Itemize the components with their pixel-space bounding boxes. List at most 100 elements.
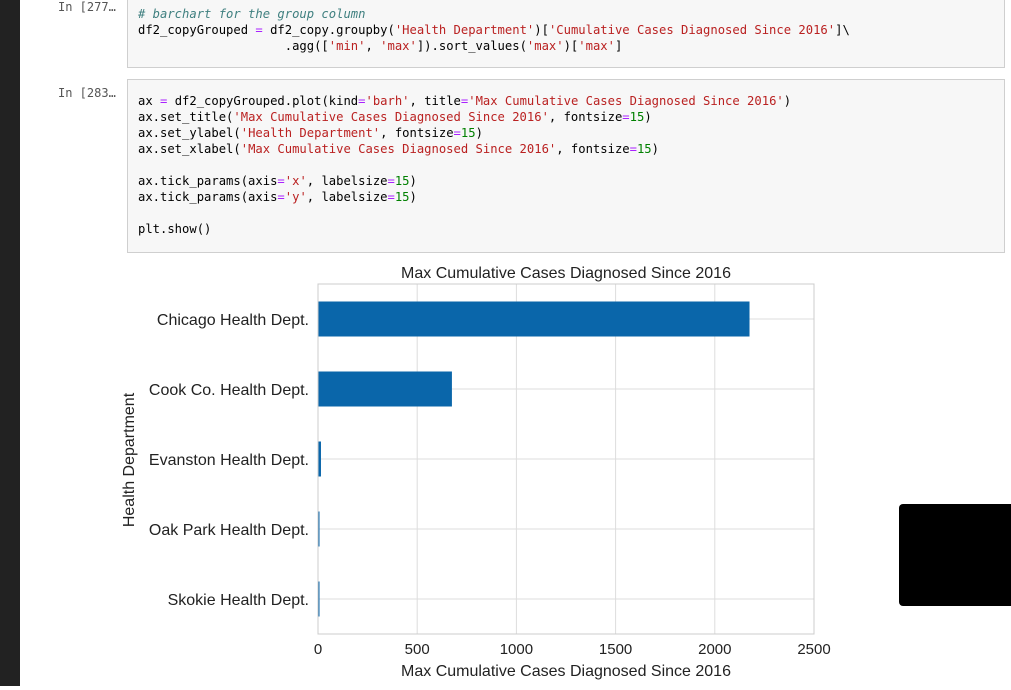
code-cell-1-source[interactable]: # barchart for the group column df2_copyG… [138, 6, 850, 54]
code-token: , [365, 39, 381, 53]
cell-1-prompt: In [277… [58, 0, 116, 14]
code-token: ) [651, 142, 659, 156]
code-token: = [387, 190, 395, 204]
y-tick-label: Cook Co. Health Dept. [149, 382, 309, 399]
code-token: ]).sort_values( [416, 39, 527, 53]
code-token: 'Max Cumulative Cases Diagnosed Since 20… [468, 94, 784, 108]
code-token: )[ [534, 23, 549, 37]
bar [318, 511, 320, 547]
code-token: df2_copy.groupby( [262, 23, 395, 37]
code-token: 'Max Cumulative Cases Diagnosed Since 20… [233, 110, 549, 124]
code-token: , title [409, 94, 461, 108]
code-line: ax.set_title('Max Cumulative Cases Diagn… [138, 109, 791, 125]
code-token: = [277, 174, 285, 188]
x-axis-label: Max Cumulative Cases Diagnosed Since 201… [401, 663, 731, 680]
code-token: # barchart for the group column [138, 7, 366, 21]
chart-title: Max Cumulative Cases Diagnosed Since 201… [401, 265, 731, 282]
y-tick-label: Skokie Health Dept. [168, 592, 309, 609]
bar-chart: Chicago Health Dept. Cook Co. Health Dept… [121, 265, 831, 680]
code-token: = [629, 142, 637, 156]
code-token: = [277, 190, 285, 204]
code-line: ax.set_xlabel('Max Cumulative Cases Diag… [138, 141, 791, 157]
code-token: 15 [460, 126, 476, 140]
code-token: df2_copyGrouped [138, 23, 256, 37]
code-token: = [358, 94, 366, 108]
code-token: 'barh' [365, 94, 410, 108]
code-token: 'max' [578, 39, 615, 53]
chart-bars [318, 301, 750, 617]
code-token: 'min' [328, 39, 366, 53]
code-line: df2_copyGrouped = df2_copy.groupby('Heal… [138, 22, 850, 38]
y-axis-label: Health Department [121, 392, 138, 527]
code-token: = [453, 126, 461, 140]
code-token: 15 [636, 142, 652, 156]
code-token: ax.tick_params(axis [138, 190, 278, 204]
code-token: 'y' [284, 190, 307, 204]
code-token: , labelsize [306, 174, 388, 188]
y-tick-labels: Chicago Health Dept. Cook Co. Health Dept… [149, 312, 309, 609]
code-line: # barchart for the group column [138, 6, 850, 22]
code-token: , fontsize [548, 110, 623, 124]
code-token: .agg([ [138, 39, 329, 53]
bar [318, 371, 452, 407]
y-tick-label: Chicago Health Dept. [157, 312, 309, 329]
code-token: = [622, 110, 630, 124]
x-tick-labels: 0 500 1000 1500 2000 2500 [314, 641, 831, 658]
code-token: 15 [394, 174, 410, 188]
y-tick-label: Evanston Health Dept. [149, 452, 309, 469]
code-cell-2[interactable] [127, 79, 1005, 253]
code-line: ax.tick_params(axis='x', labelsize=15) [138, 173, 791, 189]
code-token: , fontsize [380, 126, 454, 140]
bar [318, 581, 320, 617]
code-token: ax.set_ylabel( [138, 126, 241, 140]
x-tick-label: 1500 [599, 641, 632, 658]
code-token: 'max' [380, 39, 417, 53]
code-token: 'max' [526, 39, 564, 53]
code-line: ax.tick_params(axis='y', labelsize=15) [138, 189, 791, 205]
code-token: df2_copyGrouped.plot(kind [167, 94, 359, 108]
cell-2-output: Chicago Health Dept. Cook Co. Health Dept… [110, 258, 850, 690]
cell-2-prompt: In [283… [58, 86, 116, 100]
code-line: ax = df2_copyGrouped.plot(kind='barh', t… [138, 93, 791, 109]
x-tick-label: 500 [405, 641, 430, 658]
code-token: ]\ [835, 23, 850, 37]
code-line: plt.show() [138, 221, 791, 237]
code-token: = [255, 23, 263, 37]
code-cell-1[interactable] [127, 0, 1005, 68]
code-line [138, 157, 791, 173]
code-token: ax.tick_params(axis [138, 174, 278, 188]
code-line: .agg(['min', 'max']).sort_values('max')[… [138, 38, 850, 54]
code-token: 15 [394, 190, 410, 204]
code-token: 'x' [284, 174, 307, 188]
code-token: = [460, 94, 469, 108]
x-tick-label: 1000 [500, 641, 533, 658]
y-tick-label: Oak Park Health Dept. [149, 522, 309, 539]
code-token: ax.set_title( [138, 110, 234, 124]
code-token: , fontsize [556, 142, 630, 156]
code-line: ax.set_ylabel('Health Department', fonts… [138, 125, 791, 141]
code-token: = [160, 94, 168, 108]
code-token: = [387, 174, 395, 188]
code-token: ) [783, 94, 792, 108]
code-token: 'Health Department' [240, 126, 381, 140]
x-tick-label: 2000 [698, 641, 731, 658]
plot-frame [317, 283, 815, 635]
overlay-panel [899, 504, 1011, 606]
code-token: , labelsize [306, 190, 388, 204]
code-token: ) [644, 110, 652, 124]
code-token: 'Health Department' [394, 23, 535, 37]
code-token: ) [409, 190, 417, 204]
code-token: ) [475, 126, 483, 140]
bar [318, 301, 750, 337]
x-tick-label: 2500 [797, 641, 830, 658]
code-token: ax [138, 94, 161, 108]
code-token: ) [409, 174, 417, 188]
code-token: 15 [629, 110, 645, 124]
code-token: 'Max Cumulative Cases Diagnosed Since 20… [240, 142, 557, 156]
code-cell-2-source[interactable]: ax = df2_copyGrouped.plot(kind='barh', t… [138, 93, 791, 237]
code-token: ax.set_xlabel( [138, 142, 241, 156]
code-line [138, 205, 791, 221]
code-token: ] [614, 39, 623, 53]
bar [318, 441, 321, 477]
code-token: plt.show() [138, 222, 212, 236]
